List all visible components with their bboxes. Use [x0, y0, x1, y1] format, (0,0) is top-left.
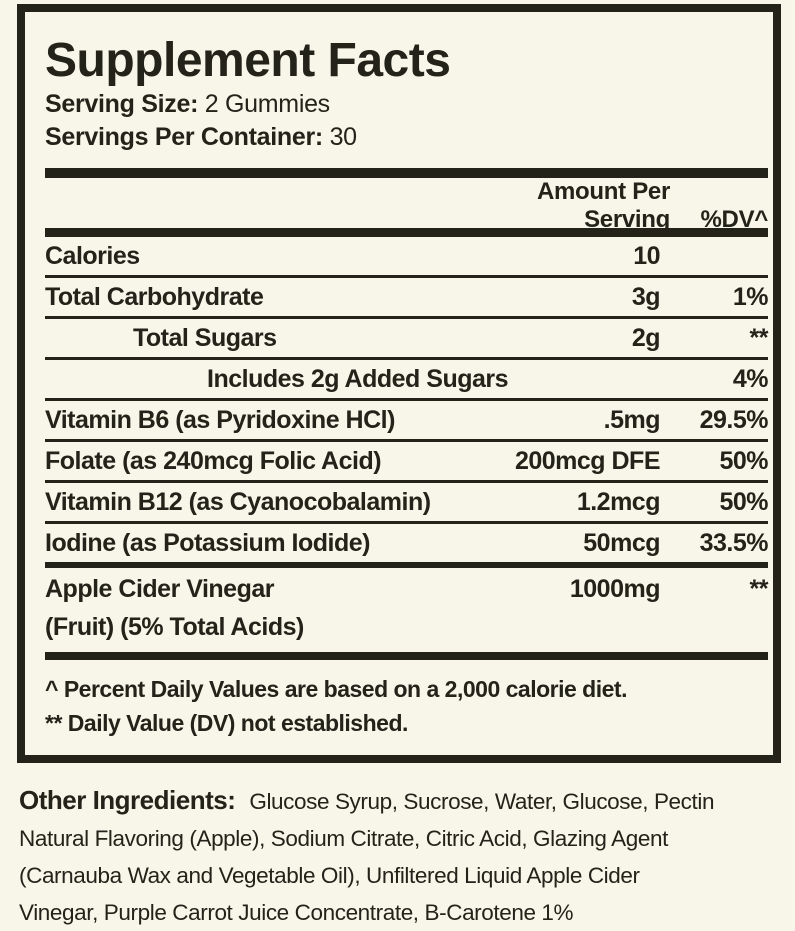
- nutrient-name: Vitamin B6 (as Pyridoxine HCl): [45, 406, 395, 434]
- supplement-facts-panel: Supplement Facts Serving Size: 2 Gummies…: [17, 4, 781, 763]
- servings-per-container-line: Servings Per Container: 30: [45, 121, 768, 154]
- table-row-calories: Calories 10: [45, 237, 768, 278]
- servings-per-container-value: 30: [329, 123, 358, 151]
- nutrient-name: Calories: [45, 242, 140, 270]
- servings-per-container-label: Servings Per Container:: [45, 123, 323, 151]
- nutrient-dv: 1%: [732, 283, 769, 311]
- other-ingredients-text: Natural Flavoring (Apple), Sodium Citrat…: [19, 826, 668, 851]
- footnotes: ^ Percent Daily Values are based on a 2,…: [45, 660, 768, 740]
- serving-size-line: Serving Size: 2 Gummies: [45, 88, 768, 121]
- nutrient-name: Vitamin B12 (as Cyanocobalamin): [45, 488, 431, 516]
- nutrient-dv: 50%: [719, 488, 768, 516]
- nutrient-dv: 50%: [719, 447, 768, 475]
- divider-above-footnote: [45, 652, 768, 660]
- table-row-total-sugars: Total Sugars 2g **: [45, 319, 769, 360]
- panel-title: Supplement Facts: [45, 34, 451, 87]
- footnote-daily-values: ^ Percent Daily Values are based on a 2,…: [45, 676, 627, 702]
- nutrient-amount: 2g: [631, 324, 661, 352]
- nutrient-dv: 29.5%: [699, 406, 769, 434]
- other-ingredients-text: (Carnauba Wax and Vegetable Oil), Unfilt…: [19, 863, 640, 888]
- table-row-total-carbohydrate: Total Carbohydrate 3g 1%: [45, 278, 769, 319]
- serving-size-label: Serving Size:: [45, 90, 199, 118]
- table-row-iodine: Iodine (as Potassium Iodide) 50mcg 33.5%: [45, 524, 769, 568]
- nutrient-dv: 33.5%: [699, 529, 769, 557]
- other-ingredients-section: Other Ingredients: Glucose Syrup, Sucrose…: [19, 782, 781, 931]
- nutrient-amount: .5mg: [603, 406, 661, 434]
- divider-under-header: [45, 228, 768, 237]
- nutrient-amount: 3g: [631, 283, 661, 311]
- footnote-dv-not-established: ** Daily Value (DV) not established.: [45, 710, 408, 736]
- nutrient-name: Includes 2g Added Sugars: [207, 365, 509, 393]
- table-row-vitamin-b12: Vitamin B12 (as Cyanocobalamin) 1.2mcg 5…: [45, 483, 769, 524]
- nutrient-name-line2: (Fruit) (5% Total Acids): [45, 613, 304, 641]
- nutrient-amount: 200mcg DFE: [514, 447, 661, 475]
- nutrient-dv: **: [749, 575, 769, 603]
- nutrient-name-line1: Apple Cider Vinegar: [45, 575, 275, 603]
- table-row-folate: Folate (as 240mcg Folic Acid) 200mcg DFE…: [45, 442, 769, 483]
- divider-thick-top: [45, 168, 768, 178]
- nutrient-amount: 50mcg: [583, 529, 660, 557]
- nutrient-amount: 1000mg: [569, 575, 661, 603]
- nutrient-name: Apple Cider Vinegar (Fruit) (5% Total Ac…: [45, 570, 510, 646]
- nutrient-name: Total Carbohydrate: [45, 283, 264, 311]
- column-header-row: Amount Per Serving %DV^: [45, 178, 768, 233]
- nutrient-name: Total Sugars: [133, 324, 277, 352]
- nutrient-amount: 1.2mcg: [576, 488, 661, 516]
- nutrient-name: Folate (as 240mcg Folic Acid): [45, 447, 382, 475]
- column-header-amount: Amount Per Serving: [536, 178, 670, 233]
- serving-size-value: 2 Gummies: [204, 90, 330, 118]
- table-row-apple-cider-vinegar: Apple Cider Vinegar (Fruit) (5% Total Ac…: [45, 568, 769, 652]
- nutrient-amount: 10: [633, 242, 660, 270]
- table-row-vitamin-b6: Vitamin B6 (as Pyridoxine HCl) .5mg 29.5…: [45, 401, 769, 442]
- other-ingredients-text: Glucose Syrup, Sucrose, Water, Glucose, …: [249, 789, 715, 814]
- nutrient-name: Iodine (as Potassium Iodide): [45, 529, 370, 557]
- nutrient-dv: 4%: [732, 365, 769, 393]
- other-ingredients-label: Other Ingredients:: [19, 785, 236, 815]
- other-ingredients-text: Vinegar, Purple Carrot Juice Concentrate…: [19, 900, 574, 925]
- table-row-added-sugars: Includes 2g Added Sugars 4%: [45, 360, 769, 401]
- column-header-dv: %DV^: [700, 206, 769, 233]
- panel-inner: Supplement Facts Serving Size: 2 Gummies…: [25, 34, 773, 777]
- nutrient-dv: **: [749, 324, 769, 352]
